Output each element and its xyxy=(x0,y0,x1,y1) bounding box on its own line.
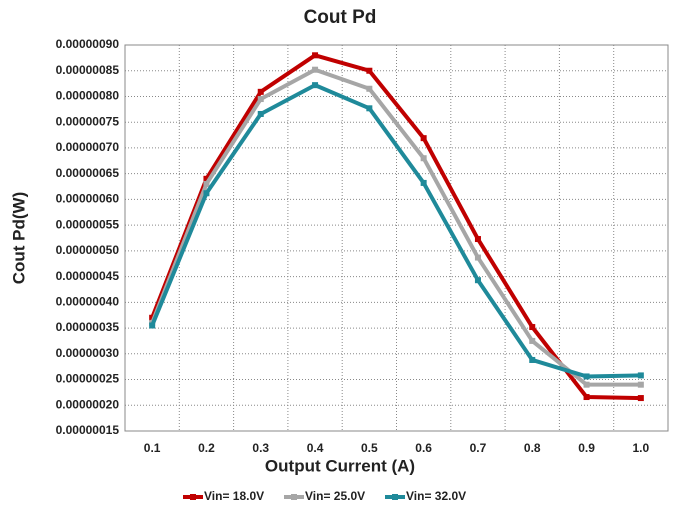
y-tick-label: 0.00000035 xyxy=(56,320,120,334)
legend-marker xyxy=(392,494,398,500)
y-tick-label: 0.00000085 xyxy=(56,63,120,77)
marker xyxy=(420,155,427,162)
marker xyxy=(203,180,210,187)
series-line xyxy=(150,53,641,401)
x-tick-label: 0.6 xyxy=(415,441,432,455)
y-tick-label: 0.00000080 xyxy=(56,89,120,103)
legend-label: Vin= 25.0V xyxy=(305,489,365,503)
marker xyxy=(257,96,264,103)
y-tick-label: 0.00000020 xyxy=(56,397,120,411)
y-tick-label: 0.00000030 xyxy=(56,346,120,360)
y-tick-label: 0.00000015 xyxy=(56,423,120,437)
series-line xyxy=(150,67,641,387)
legend-label: Vin= 18.0V xyxy=(204,489,264,503)
x-tick-label: 0.8 xyxy=(524,441,541,455)
marker xyxy=(529,356,536,363)
marker xyxy=(257,88,264,95)
marker xyxy=(583,373,590,380)
x-tick-label: 0.4 xyxy=(307,441,324,455)
marker xyxy=(529,337,536,344)
marker xyxy=(312,52,319,59)
x-tick-label: 1.0 xyxy=(633,441,650,455)
y-tick-label: 0.00000055 xyxy=(56,217,120,231)
marker xyxy=(474,254,481,261)
y-tick-label: 0.00000060 xyxy=(56,192,120,206)
marker xyxy=(203,175,210,182)
x-tick-label: 0.1 xyxy=(144,441,161,455)
y-tick-label: 0.00000050 xyxy=(56,243,120,257)
marker xyxy=(583,394,590,401)
chart-title: Cout Pd xyxy=(304,7,377,28)
y-tick-label: 0.00000040 xyxy=(56,295,120,309)
y-tick-label: 0.00000090 xyxy=(56,37,120,51)
y-tick-label: 0.00000045 xyxy=(56,269,120,283)
x-tick-label: 0.7 xyxy=(470,441,487,455)
marker xyxy=(474,236,481,243)
marker xyxy=(529,324,536,331)
y-axis-label: Cout Pd(W) xyxy=(9,192,28,285)
marker xyxy=(637,372,644,379)
marker xyxy=(203,190,210,197)
marker xyxy=(312,82,319,89)
marker xyxy=(474,277,481,284)
marker xyxy=(637,395,644,402)
y-tick-label: 0.00000025 xyxy=(56,372,120,386)
marker xyxy=(637,381,644,388)
marker xyxy=(366,67,373,74)
y-tick-label: 0.00000075 xyxy=(56,114,120,128)
marker xyxy=(312,66,319,73)
series-line xyxy=(150,83,641,379)
x-tick-label: 0.2 xyxy=(198,441,215,455)
marker xyxy=(420,135,427,142)
marker xyxy=(366,105,373,112)
legend-label: Vin= 32.0V xyxy=(406,489,466,503)
x-tick-label: 0.3 xyxy=(252,441,269,455)
x-tick-label: 0.9 xyxy=(578,441,595,455)
marker xyxy=(420,179,427,186)
x-tick-label: 0.5 xyxy=(361,441,378,455)
legend-marker xyxy=(291,494,297,500)
y-tick-label: 0.00000065 xyxy=(56,166,120,180)
marker xyxy=(583,381,590,388)
x-axis-label: Output Current (A) xyxy=(265,456,415,475)
y-tick-label: 0.00000070 xyxy=(56,140,120,154)
marker xyxy=(366,85,373,92)
marker xyxy=(149,322,156,329)
marker xyxy=(257,110,264,117)
legend-marker xyxy=(190,494,196,500)
